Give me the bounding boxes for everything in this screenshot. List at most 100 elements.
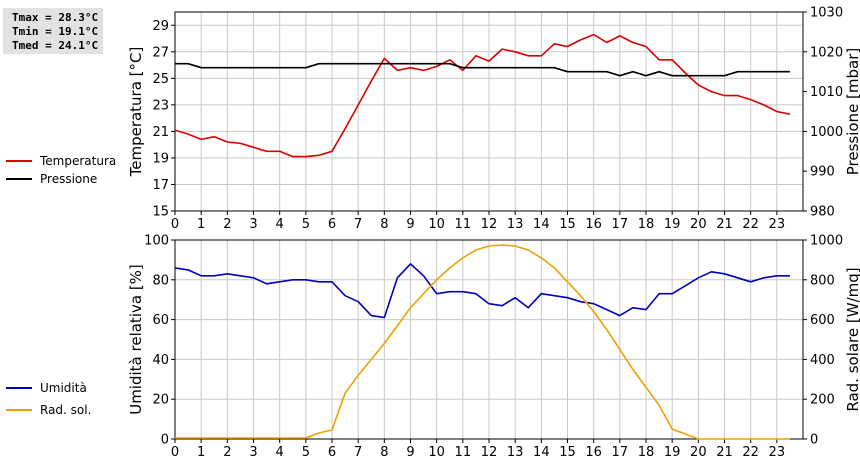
y-left-tick-label: 100 xyxy=(144,234,169,249)
x-tick-label: 17 xyxy=(612,445,629,460)
y-left-tick-label: 19 xyxy=(152,151,169,166)
plot-frame xyxy=(174,239,804,440)
y-right-axis-label: Pressione [mbar] xyxy=(844,48,860,176)
series-line-top-1 xyxy=(175,62,790,77)
y-right-tick-label: 990 xyxy=(810,165,835,180)
legend-label-radsol: Rad. sol. xyxy=(40,403,92,417)
x-tick-label: 15 xyxy=(559,445,576,460)
y-left-tick-label: 20 xyxy=(152,393,169,408)
y-left-tick-label: 15 xyxy=(152,205,169,220)
y-left-tick-label: 40 xyxy=(152,353,169,368)
y-left-tick-label: 25 xyxy=(152,72,169,87)
y-left-tick-label: 23 xyxy=(152,98,169,113)
x-tick-label: 21 xyxy=(716,217,733,232)
series-line-bottom-1 xyxy=(175,244,790,440)
x-tick-label: 1 xyxy=(197,217,205,232)
legend-label-temperatura: Temperatura xyxy=(40,154,117,168)
x-tick-label: 22 xyxy=(742,217,759,232)
x-tick-label: 4 xyxy=(276,217,284,232)
x-tick-label: 10 xyxy=(428,445,445,460)
plot-frame xyxy=(174,11,804,212)
x-tick-label: 19 xyxy=(664,217,681,232)
y-right-tick-label: 1030 xyxy=(810,6,843,21)
x-tick-label: 0 xyxy=(171,217,179,232)
legend-swatch-temperatura xyxy=(6,160,32,162)
x-tick-label: 6 xyxy=(328,217,336,232)
y-right-tick-label: 400 xyxy=(810,353,835,368)
x-tick-label: 16 xyxy=(585,217,602,232)
y-right-tick-label: 800 xyxy=(810,273,835,288)
stats-box: Tmax = 28.3°C Tmin = 19.1°C Tmed = 24.1°… xyxy=(3,8,103,54)
x-tick-label: 13 xyxy=(507,217,524,232)
y-right-tick-label: 1020 xyxy=(810,45,843,60)
legend-label-pressione: Pressione xyxy=(40,172,98,186)
x-tick-label: 20 xyxy=(690,217,707,232)
x-tick-label: 18 xyxy=(638,217,655,232)
y-right-tick-label: 1010 xyxy=(810,85,843,100)
x-tick-label: 7 xyxy=(354,445,362,460)
y-right-tick-label: 1000 xyxy=(810,234,843,249)
x-tick-label: 13 xyxy=(507,445,524,460)
legend-item-radsol: Rad. sol. xyxy=(6,402,91,418)
legend-item-pressione: Pressione xyxy=(6,171,97,187)
y-right-tick-label: 1000 xyxy=(810,125,843,140)
y-right-axis-label: Rad. solare [W/mq] xyxy=(844,267,860,411)
y-left-tick-label: 29 xyxy=(152,19,169,34)
legend-swatch-radsol xyxy=(6,409,32,411)
x-tick-label: 9 xyxy=(406,445,414,460)
x-tick-label: 10 xyxy=(428,217,445,232)
x-tick-label: 22 xyxy=(742,445,759,460)
x-tick-label: 17 xyxy=(612,217,629,232)
x-tick-label: 16 xyxy=(585,445,602,460)
y-left-tick-label: 27 xyxy=(152,45,169,60)
x-tick-label: 15 xyxy=(559,217,576,232)
legend-swatch-pressione xyxy=(6,178,32,180)
x-tick-label: 19 xyxy=(664,445,681,460)
stat-tmax: Tmax = 28.3°C xyxy=(12,11,99,24)
x-tick-label: 3 xyxy=(249,217,257,232)
stat-tmed: Tmed = 24.1°C xyxy=(12,39,99,52)
x-tick-label: 23 xyxy=(769,217,786,232)
x-tick-label: 5 xyxy=(302,445,310,460)
x-tick-label: 1 xyxy=(197,445,205,460)
x-tick-label: 14 xyxy=(533,217,550,232)
x-tick-label: 2 xyxy=(223,217,231,232)
x-tick-label: 11 xyxy=(455,217,472,232)
legend-label-umidita: Umidità xyxy=(40,381,87,395)
x-tick-label: 5 xyxy=(302,217,310,232)
x-tick-label: 9 xyxy=(406,217,414,232)
y-left-tick-label: 17 xyxy=(152,178,169,193)
stat-tmin: Tmin = 19.1°C xyxy=(12,25,99,38)
legend-swatch-umidita xyxy=(6,387,32,389)
y-left-tick-label: 21 xyxy=(152,125,169,140)
legend-item-temperatura: Temperatura xyxy=(6,153,116,169)
series-line-top-0 xyxy=(174,33,791,158)
x-tick-label: 23 xyxy=(769,445,786,460)
x-tick-label: 0 xyxy=(171,445,179,460)
y-left-axis-label: Umidità relativa [%] xyxy=(127,264,145,415)
y-right-tick-label: 980 xyxy=(810,205,835,220)
x-tick-label: 12 xyxy=(481,445,498,460)
x-tick-label: 7 xyxy=(354,217,362,232)
legend-item-umidita: Umidità xyxy=(6,380,87,396)
x-tick-label: 11 xyxy=(455,445,472,460)
series-line-bottom-0 xyxy=(174,263,790,319)
y-right-tick-label: 0 xyxy=(810,433,818,448)
x-tick-label: 4 xyxy=(276,445,284,460)
x-tick-label: 14 xyxy=(533,445,550,460)
y-left-tick-label: 60 xyxy=(152,313,169,328)
x-tick-label: 21 xyxy=(716,445,733,460)
y-left-tick-label: 80 xyxy=(152,273,169,288)
x-tick-label: 3 xyxy=(249,445,257,460)
y-left-tick-label: 0 xyxy=(161,433,169,448)
y-right-tick-label: 200 xyxy=(810,393,835,408)
y-right-tick-label: 600 xyxy=(810,313,835,328)
x-tick-label: 18 xyxy=(638,445,655,460)
x-tick-label: 12 xyxy=(481,217,498,232)
y-left-axis-label: Temperatura [°C] xyxy=(127,47,145,178)
x-tick-label: 6 xyxy=(328,445,336,460)
x-tick-label: 20 xyxy=(690,445,707,460)
